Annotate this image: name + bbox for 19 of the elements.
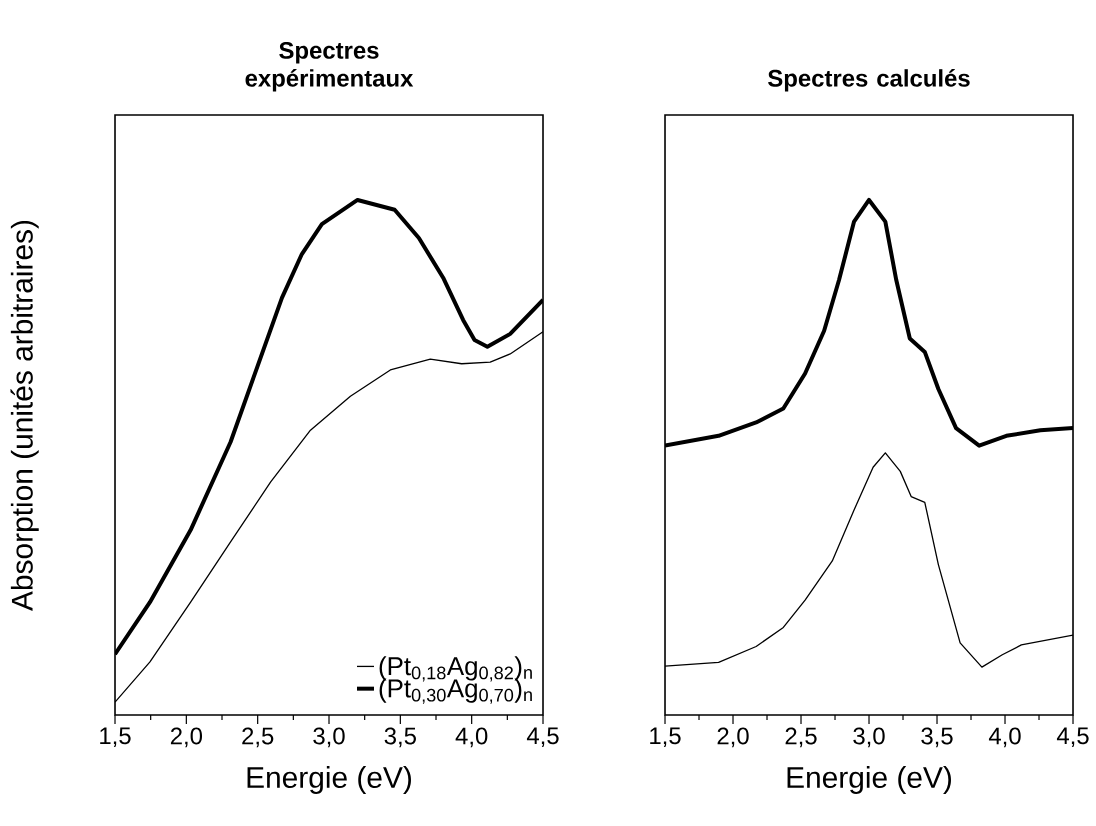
x-tick-label: 4,5 — [526, 727, 559, 748]
x-tick-label: 4,0 — [455, 727, 488, 748]
x-tick-label: 3,0 — [313, 727, 345, 748]
x-tick-label: 4,5 — [1056, 727, 1089, 748]
x-tick-label: 2,5 — [785, 727, 817, 748]
x-tick-label: 3,5 — [384, 727, 416, 748]
x-tick-label: 2,0 — [717, 727, 749, 748]
x-axis-title: Energie (eV) — [787, 766, 951, 794]
x-tick-label: 2,5 — [242, 727, 274, 748]
x-tick-label: 3,5 — [921, 727, 953, 748]
chart-title: Spectres calculés — [768, 68, 970, 92]
x-axis-title: Energie (eV) — [247, 766, 411, 794]
y-axis-title: Absorption (unités arbitraires) — [10, 220, 39, 611]
x-tick-label: 3,0 — [853, 727, 885, 748]
x-tick-label: 1,5 — [100, 727, 131, 748]
x-tick-label: 4,0 — [988, 727, 1021, 748]
x-tick-label: 2,0 — [170, 727, 203, 748]
x-tick-label: 1,5 — [650, 727, 681, 748]
chart-title: Spectres expérimentaux — [245, 41, 414, 92]
